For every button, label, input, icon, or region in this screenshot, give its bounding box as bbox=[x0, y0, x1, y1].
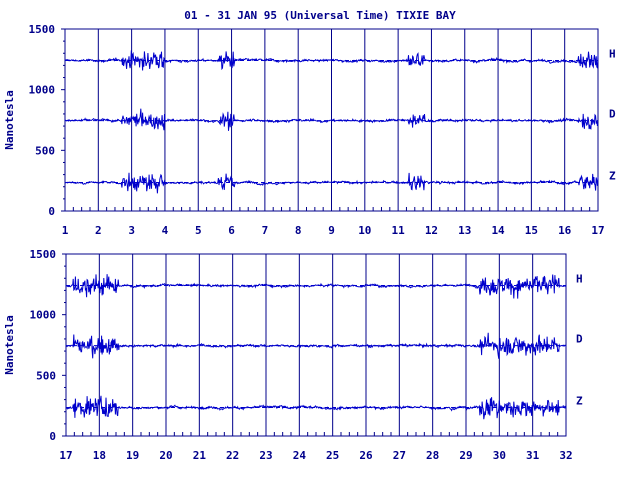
series-label-H: H bbox=[576, 273, 583, 286]
x-tick-label: 17 bbox=[59, 449, 72, 462]
series-line-D bbox=[66, 332, 567, 359]
x-tick-label: 32 bbox=[559, 449, 572, 462]
series-line-Z bbox=[66, 395, 567, 420]
x-tick-label: 28 bbox=[426, 449, 439, 462]
x-tick-label: 4 bbox=[162, 224, 169, 237]
x-tick-label: 2 bbox=[95, 224, 102, 237]
y-tick-label: 1500 bbox=[29, 23, 56, 36]
x-tick-label: 20 bbox=[159, 449, 172, 462]
x-tick-label: 29 bbox=[459, 449, 472, 462]
x-tick-label: 13 bbox=[458, 224, 471, 237]
x-tick-label: 5 bbox=[195, 224, 202, 237]
x-tick-label: 14 bbox=[491, 224, 505, 237]
y-tick-label: 0 bbox=[48, 205, 55, 218]
panel-bottom: 17 18 19 20 21 22 23 24 25 26 27 28 29 30 31 32 0 500 1000… bbox=[3, 248, 583, 462]
x-tick-label: 26 bbox=[359, 449, 373, 462]
x-tick-label: 9 bbox=[328, 224, 335, 237]
x-tick-label: 24 bbox=[293, 449, 307, 462]
x-tick-label: 18 bbox=[93, 449, 106, 462]
y-tick-label: 1500 bbox=[30, 248, 57, 261]
x-tick-label: 15 bbox=[525, 224, 538, 237]
y-axis-label: Nanotesla bbox=[3, 315, 16, 375]
x-tick-label: 27 bbox=[393, 449, 406, 462]
x-tick-label: 10 bbox=[358, 224, 371, 237]
x-tick-label: 3 bbox=[128, 224, 135, 237]
y-tick-label: 0 bbox=[49, 430, 56, 443]
panel-top: 1 2 3 4 5 6 7 8 9 10 11 12 13 14 15 16 17050010001500Nan… bbox=[3, 23, 616, 237]
chart-title: 01 - 31 JAN 95 (Universal Time) TIXIE BA… bbox=[184, 9, 456, 22]
x-tick-label: 6 bbox=[228, 224, 235, 237]
x-tick-label: 16 bbox=[558, 224, 572, 237]
y-tick-label: 500 bbox=[36, 369, 56, 382]
series-line-H bbox=[65, 274, 567, 299]
x-tick-label: 22 bbox=[226, 449, 239, 462]
y-tick-label: 1000 bbox=[29, 84, 56, 97]
x-tick-label: 1 bbox=[62, 224, 69, 237]
series-line-Z bbox=[64, 172, 599, 194]
x-tick-label: 7 bbox=[262, 224, 269, 237]
x-tick-label: 8 bbox=[295, 224, 302, 237]
series-label-D: D bbox=[609, 108, 616, 121]
x-tick-label: 23 bbox=[259, 449, 272, 462]
x-tick-label: 25 bbox=[326, 449, 339, 462]
series-label-Z: Z bbox=[609, 169, 616, 182]
x-tick-label: 17 bbox=[591, 224, 604, 237]
series-line-H bbox=[64, 50, 599, 71]
x-tick-label: 11 bbox=[392, 224, 406, 237]
series-label-D: D bbox=[576, 333, 583, 346]
x-tick-label: 19 bbox=[126, 449, 139, 462]
series-label-Z: Z bbox=[576, 394, 583, 407]
series-label-H: H bbox=[609, 48, 616, 61]
x-tick-label: 21 bbox=[193, 449, 207, 462]
y-tick-label: 1000 bbox=[30, 309, 57, 322]
x-tick-label: 30 bbox=[493, 449, 506, 462]
y-axis-label: Nanotesla bbox=[3, 90, 16, 150]
x-tick-label: 12 bbox=[425, 224, 438, 237]
series-line-D bbox=[64, 108, 599, 131]
y-tick-label: 500 bbox=[35, 144, 55, 157]
x-tick-label: 31 bbox=[526, 449, 540, 462]
